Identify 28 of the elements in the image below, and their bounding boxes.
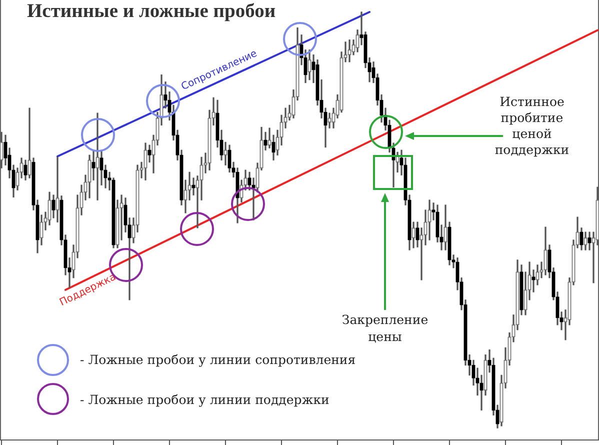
candlestick (40, 214, 44, 246)
candlestick (0, 132, 4, 168)
candlestick (544, 226, 548, 276)
candlestick (412, 222, 416, 248)
candlestick (52, 194, 56, 218)
candlestick (92, 150, 96, 180)
annotation: Истинное пробитие ценой поддержки (494, 94, 570, 158)
candlestick (224, 142, 228, 166)
candlestick (520, 264, 524, 316)
chart-title: Истинные и ложные пробои (27, 1, 276, 23)
candlestick (588, 232, 592, 250)
candlestick (348, 40, 352, 62)
candlestick (580, 228, 584, 250)
candlestick (96, 112, 100, 200)
candlestick (532, 270, 536, 292)
candlestick (88, 154, 92, 198)
annotation: Закрепление цены (342, 311, 428, 345)
annotation: - Ложные пробои у линии сопротивления (80, 352, 356, 368)
annotation: - Ложные пробои у линии поддержки (80, 392, 330, 408)
candlestick (24, 160, 28, 180)
candlestick (308, 50, 312, 80)
candlestick (192, 178, 196, 196)
candlestick (584, 232, 588, 250)
candlestick (264, 132, 268, 150)
candlestick (328, 112, 332, 128)
candlestick (148, 144, 152, 162)
candlestick (444, 204, 448, 250)
candlestick (144, 142, 148, 180)
